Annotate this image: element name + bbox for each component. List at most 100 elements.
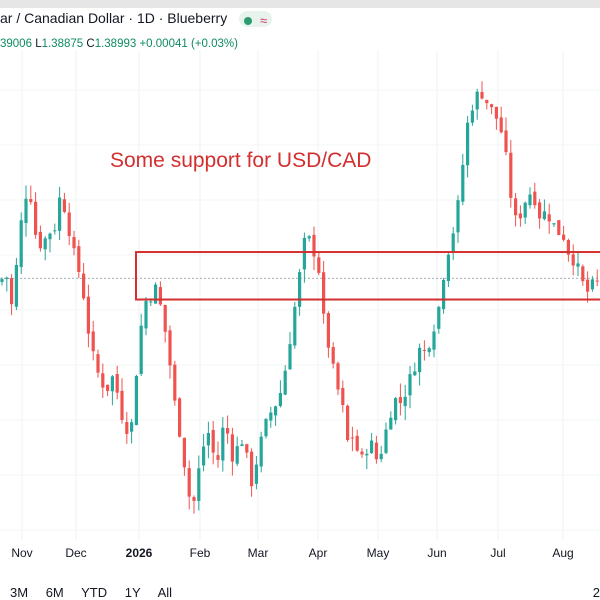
candle-body [480,91,484,99]
x-tick-label: Dec [65,546,86,560]
candle-body [264,419,268,437]
range-button-ytd[interactable]: YTD [81,585,108,600]
candle-body [394,398,398,421]
candle-body [34,201,38,235]
candles [0,81,599,514]
x-tick-label: Jun [427,546,446,560]
ohlc-low: 1.38875 [41,38,84,50]
candle-body [298,272,302,307]
candle-body [91,331,95,352]
x-tick-label: May [367,546,390,560]
x-tick-label: Nov [11,546,32,560]
candle-body [182,437,186,468]
candle-body [509,152,513,198]
status-badge[interactable]: ≈ [239,11,273,28]
range-button-6m[interactable]: 6M [45,585,64,600]
candle-body [336,363,340,390]
candle-body [322,272,326,314]
candle-body [461,164,465,202]
candle-body [130,422,134,432]
candle-body [374,442,378,460]
candle-body [547,214,551,222]
candle-body [490,104,494,108]
candle-body [115,374,119,393]
range-button-all[interactable]: All [157,585,173,600]
candle-body [134,375,138,425]
candle-body [331,347,335,364]
candle-body [274,406,278,416]
candle-body [24,198,28,224]
ohlc-close: 1.38993 [94,38,137,50]
candle-body [144,300,148,329]
candle-body [360,451,364,455]
candle-body [499,117,503,133]
candle-body [341,387,345,406]
candle-body [590,279,594,290]
range-selector: 3M 6M YTD 1Y All [10,585,186,600]
candle-body [456,200,460,233]
candle-body [350,437,354,439]
candle-body [230,434,234,462]
market-status-dot-icon [244,16,253,25]
candle-body [226,428,230,434]
ohlc-close-label: C [86,38,95,50]
candle-body [14,264,18,307]
candle-body [504,130,508,153]
candle-body [398,397,402,404]
candle-body [408,374,412,396]
candle-body [566,240,570,255]
ohlc-readout: 39006 L1.38875 C1.38993 +0.00041 (+0.03%… [0,38,238,50]
support-zone-box [135,251,600,301]
candle-body [192,497,196,501]
candle-body [202,446,206,466]
candle-body [106,384,110,391]
candle-body [466,122,470,166]
candle-body [19,220,23,268]
x-tick-label: Aug [552,546,573,560]
candle-body [528,194,532,206]
range-button-3m[interactable]: 3M [10,585,29,600]
candle-body [67,212,71,236]
candle-body [235,446,239,464]
support-zone [135,251,600,301]
candle-body [586,279,590,292]
candle-body [576,263,580,267]
candle-body [254,464,258,484]
candle-body [0,279,4,282]
chart-title: ar / Canadian Dollar · 1D · Blueberry ≈ [0,10,273,28]
candle-body [562,234,566,240]
candle-body [77,246,81,272]
x-tick-label: Apr [309,546,328,560]
candle-body [283,370,287,395]
candle-body [514,198,518,216]
candle-body [221,427,225,461]
candle-body [62,199,66,212]
wave-icon: ≈ [260,12,268,28]
candle-body [86,296,90,334]
grid-lines [0,50,600,540]
candle-body [139,325,143,374]
candle-body [48,233,52,240]
candle-body [101,373,105,388]
candle-body [187,468,191,497]
candle-body [442,280,446,310]
candle-body [595,280,599,282]
candle-body [379,453,383,460]
candle-body [326,313,330,348]
candle-body [149,301,153,303]
candle-body [451,233,455,253]
candle-body [317,257,321,273]
candle-body [53,230,57,232]
candle-body [552,223,556,225]
x-tick-label: Feb [190,546,211,560]
candle-body [307,236,311,239]
ohlc-low-label: L [35,38,42,50]
x-tick-label: Jul [490,546,505,560]
candle-body [523,202,527,218]
candle-body [216,455,220,460]
range-button-1y[interactable]: 1Y [124,585,141,600]
candle-body [245,444,249,453]
x-axis: Nov Dec 2026 Feb Mar Apr May Jun Jul Aug [11,546,573,560]
candle-body [302,237,306,270]
